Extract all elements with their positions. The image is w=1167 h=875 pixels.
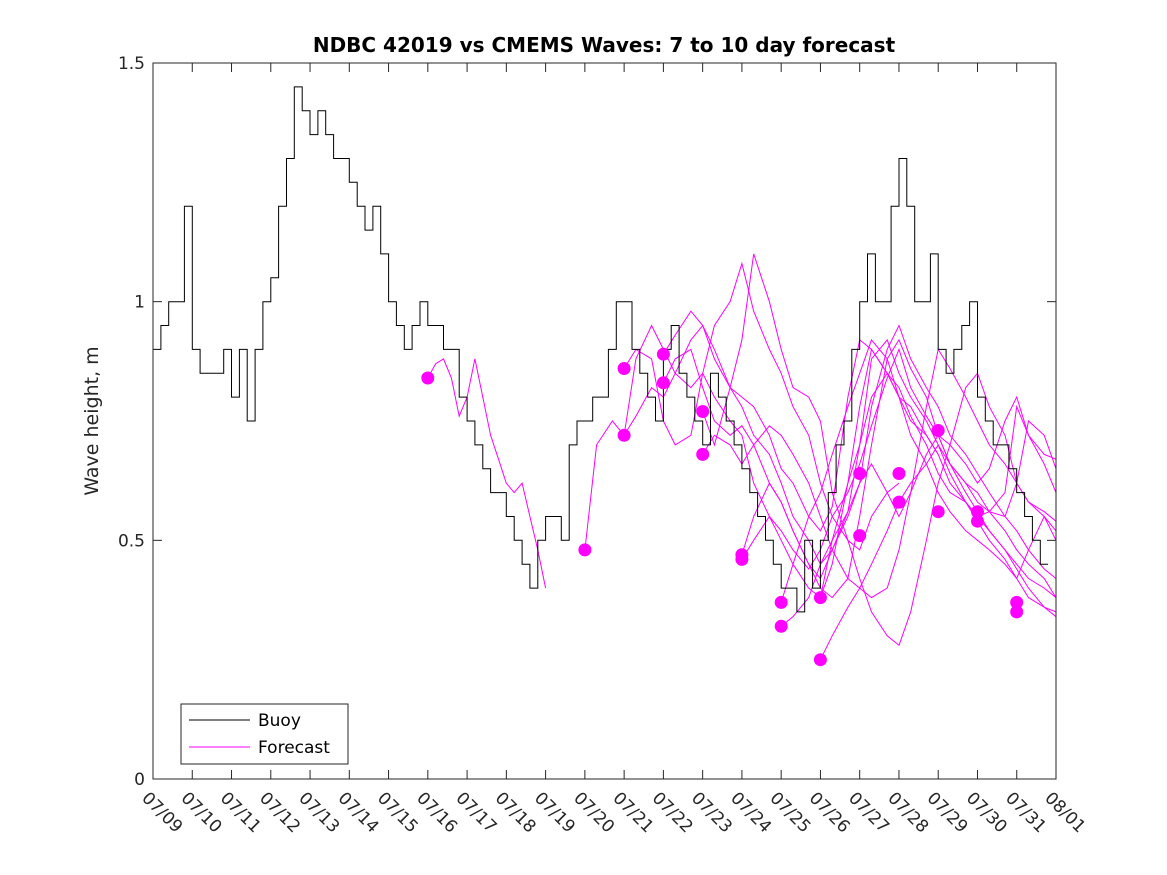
forecast-start-marker bbox=[971, 505, 984, 519]
y-tick-label: 0 bbox=[134, 770, 145, 790]
forecast-start-marker bbox=[656, 347, 670, 361]
legend-box bbox=[180, 703, 349, 765]
forecast-start-marker bbox=[1010, 595, 1024, 609]
forecast-start-marker bbox=[813, 653, 827, 667]
forecast-line-8 bbox=[702, 348, 1057, 599]
forecast-start-marker bbox=[853, 467, 867, 480]
legend: Buoy Forecast bbox=[180, 703, 349, 765]
forecast-start-marker bbox=[971, 514, 984, 528]
forecast-line-10 bbox=[741, 347, 1057, 570]
forecast-start-marker bbox=[696, 405, 710, 418]
forecast-start-marker bbox=[656, 376, 670, 390]
y-tick-label: 1 bbox=[134, 293, 145, 313]
plot-area bbox=[153, 86, 1057, 667]
forecast-start-marker bbox=[578, 543, 592, 557]
forecast-start-marker bbox=[735, 552, 749, 566]
legend-buoy-label: Buoy bbox=[258, 711, 301, 731]
forecast-start-marker bbox=[617, 428, 631, 442]
forecast-start-marker bbox=[774, 595, 788, 609]
forecast-start-marker bbox=[931, 424, 945, 437]
forecast-line-13 bbox=[819, 372, 1057, 598]
forecast-start-marker bbox=[853, 529, 867, 543]
forecast-start-marker bbox=[617, 362, 631, 375]
forecast-line-9 bbox=[741, 338, 1057, 599]
forecast-start-marker bbox=[421, 371, 435, 385]
forecast-start-marker bbox=[1010, 605, 1024, 619]
forecast-start-marker bbox=[813, 591, 827, 605]
forecast-line-11 bbox=[780, 338, 1057, 603]
forecast-start-marker bbox=[931, 505, 945, 519]
legend-forecast-label: Forecast bbox=[258, 738, 330, 758]
forecast-line-1 bbox=[427, 358, 547, 589]
forecast-start-marker bbox=[892, 495, 906, 509]
y-tick-label: 0.5 bbox=[118, 531, 145, 551]
y-tick-label: 1.5 bbox=[118, 54, 145, 74]
plot-frame bbox=[152, 62, 1057, 780]
chart-title: NDBC 42019 vs CMEMS Waves: 7 to 10 day f… bbox=[313, 33, 896, 57]
buoy-line bbox=[153, 86, 1049, 613]
forecast-start-marker bbox=[774, 619, 788, 633]
forecast-line-7 bbox=[702, 253, 1057, 647]
forecast-start-marker bbox=[892, 467, 906, 480]
forecast-line-14 bbox=[819, 443, 1057, 660]
forecast-start-marker bbox=[696, 447, 710, 461]
y-axis-label: Wave height, m bbox=[81, 346, 103, 495]
